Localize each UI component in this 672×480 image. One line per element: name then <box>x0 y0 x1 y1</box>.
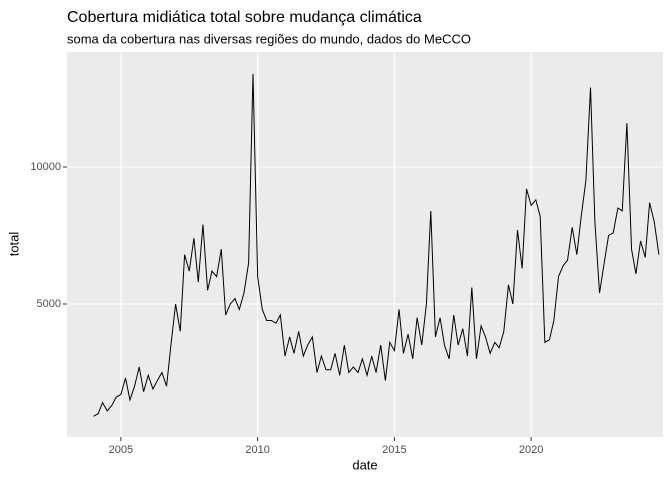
y-axis-label: total <box>6 232 21 257</box>
chart-title: Cobertura midiática total sobre mudança … <box>67 9 422 26</box>
y-tick-label: 5000 <box>37 298 61 310</box>
y-tick-label: 10000 <box>30 161 61 173</box>
x-tick-label: 2010 <box>245 444 269 456</box>
x-axis-label: date <box>352 457 377 472</box>
x-tick-label: 2020 <box>519 444 543 456</box>
chart-subtitle: soma da cobertura nas diversas regiões d… <box>67 31 471 46</box>
x-tick-label: 2005 <box>109 444 133 456</box>
x-tick-label: 2015 <box>382 444 406 456</box>
panel <box>67 52 663 437</box>
data-line <box>93 73 660 417</box>
